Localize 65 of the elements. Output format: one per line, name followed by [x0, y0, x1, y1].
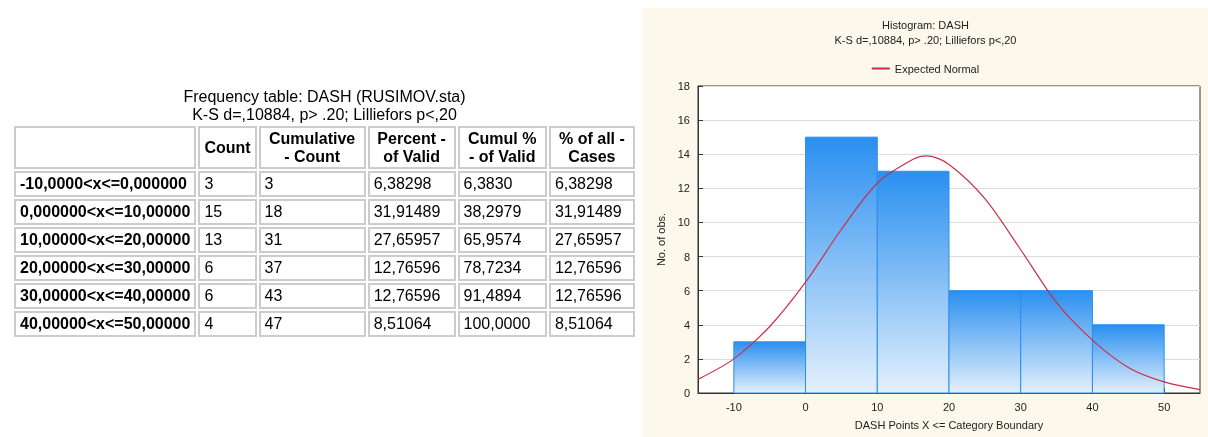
y-tick-label: 14 — [677, 148, 690, 161]
category-label: 40,00000<x<=50,00000 — [20, 315, 191, 333]
text: 4 — [204, 315, 214, 333]
text: 12,76596 — [373, 287, 441, 305]
category-label: % of all - Cases — [548, 126, 635, 170]
text: 47 — [264, 315, 283, 333]
text: 12,76596 — [373, 259, 441, 277]
chart-title: Histogram: DASH — [882, 18, 969, 31]
y-tick-label: 8 — [683, 250, 690, 263]
category-label: 20,00000<x<=30,00000 — [20, 259, 191, 277]
text: 31,91489 — [373, 203, 441, 221]
y-tick-label: 18 — [677, 80, 690, 92]
text: 8,51064 — [373, 315, 432, 333]
y-tick-label: 0 — [683, 387, 690, 399]
text: 13 — [204, 231, 223, 249]
y-tick-label: 2 — [683, 352, 690, 365]
text: 38,2979 — [463, 203, 522, 221]
text: 27,65957 — [554, 231, 622, 249]
text: 27,65957 — [373, 231, 441, 249]
category-label: -10,0000<x<=0,000000 — [20, 175, 187, 193]
category-label: Count — [198, 126, 257, 170]
y-tick-label: 16 — [677, 114, 690, 127]
text: 6,38298 — [554, 175, 613, 193]
x-axis-title: DASH Points X <= Category Boundary — [854, 418, 1044, 431]
category-label: Cumul % - of Valid — [457, 126, 547, 170]
x-tick-label: 0 — [802, 400, 809, 413]
text: 15 — [204, 203, 223, 221]
text: 31 — [264, 231, 283, 249]
legend-label: Expected Normal — [894, 62, 980, 75]
text: 12,76596 — [554, 287, 622, 305]
text: 31,91489 — [554, 203, 622, 221]
text: K-S d=,10884, p> .20; Lilliefors p<,20 — [191, 106, 458, 124]
text: Frequency table: DASH (RUSIMOV.sta) — [182, 88, 467, 106]
text: 6 — [204, 287, 214, 305]
category-label: 10,00000<x<=20,00000 — [20, 231, 191, 249]
text: 18 — [264, 203, 283, 221]
text: 100,0000 — [463, 315, 531, 333]
text: 78,7234 — [463, 259, 522, 277]
text: 3 — [264, 175, 274, 193]
text: 6,3830 — [463, 175, 513, 193]
text: 91,4894 — [463, 287, 522, 305]
text: 37 — [264, 259, 283, 277]
x-tick-label: 50 — [1158, 400, 1171, 413]
y-axis-title: No. of obs. — [655, 212, 668, 267]
x-tick-label: 30 — [1014, 400, 1027, 413]
y-tick-label: 6 — [683, 284, 690, 297]
category-label: 0,000000<x<=10,00000 — [20, 203, 191, 221]
x-tick-label: 20 — [942, 400, 956, 413]
x-tick-label: 40 — [1086, 400, 1099, 413]
text: 8,51064 — [554, 315, 613, 333]
chart-subtitle: K-S d=,10884, p> .20; Lilliefors p<,20 — [834, 33, 1017, 46]
x-tick-label: -10 — [725, 400, 742, 413]
category-label: Cumulative - Count — [258, 126, 366, 170]
text: 6 — [204, 259, 214, 277]
category-label: Percent - of Valid — [367, 126, 456, 170]
y-tick-label: 12 — [677, 182, 690, 195]
text: 65,9574 — [463, 231, 522, 249]
text: 43 — [264, 287, 283, 305]
text: 3 — [204, 175, 214, 193]
y-tick-label: 4 — [683, 318, 690, 331]
y-tick-label: 10 — [677, 216, 690, 229]
x-tick-label: 10 — [871, 400, 884, 413]
text: 12,76596 — [554, 259, 622, 277]
category-label: 30,00000<x<=40,00000 — [20, 287, 191, 305]
text: 6,38298 — [373, 175, 432, 193]
